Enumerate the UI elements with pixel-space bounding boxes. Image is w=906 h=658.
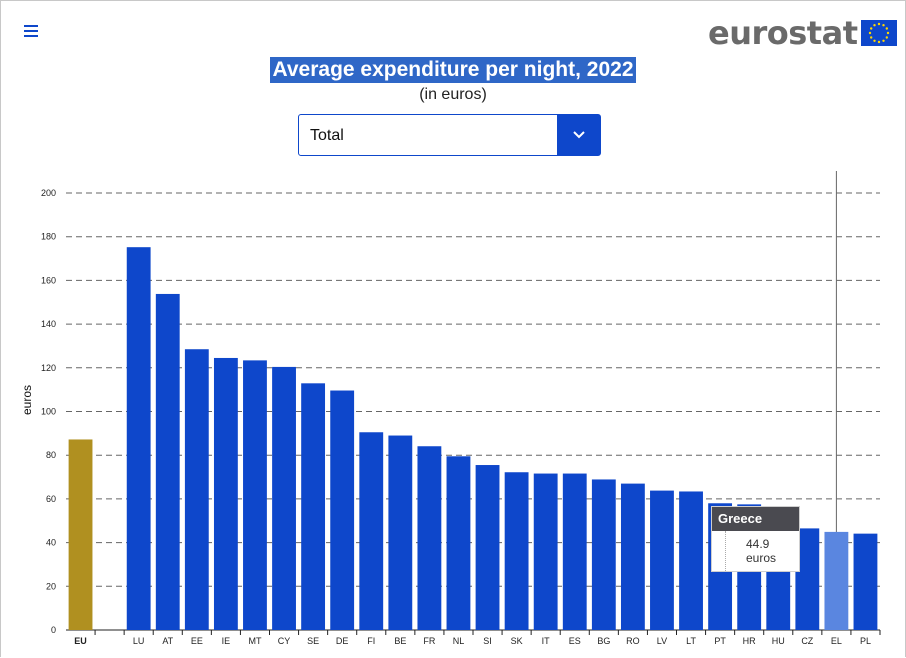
x-tick-label: SI [483,636,492,646]
x-tick-label: CY [278,636,291,646]
x-tick-label: LV [657,636,667,646]
bar-lt[interactable] [679,491,703,630]
bar-ee[interactable] [184,349,209,630]
x-tick-label: BE [394,636,406,646]
y-tick-label: 80 [46,450,56,460]
x-tick-label: EU [74,636,87,646]
bar-be[interactable] [388,435,413,630]
y-tick-label: 200 [41,188,56,198]
y-tick-label: 100 [41,407,56,417]
bar-se[interactable] [301,383,326,630]
y-tick-label: 60 [46,494,56,504]
hamburger-menu-icon[interactable] [24,25,38,39]
bar-mt[interactable] [243,360,267,630]
y-tick-label: 20 [46,581,56,591]
x-tick-label: AT [162,636,173,646]
bar-at[interactable] [155,293,180,630]
bar-pl[interactable] [853,533,878,630]
y-tick-label: 120 [41,363,56,373]
x-tick-label: DE [336,636,349,646]
x-tick-label: IE [222,636,231,646]
y-tick-label: 140 [41,319,56,329]
bar-el[interactable] [824,531,849,630]
eu-flag-icon [861,20,898,46]
bar-it[interactable] [533,473,558,630]
logo-text: eurostat [708,14,858,52]
bar-cz[interactable] [795,528,820,630]
x-tick-label: SK [511,636,523,646]
bar-fr[interactable] [417,446,442,630]
bar-ro[interactable] [620,483,645,630]
y-tick-label: 40 [46,538,56,548]
bar-cy[interactable] [272,366,296,630]
chart-subtitle: (in euros) [419,86,487,103]
chevron-down-icon[interactable] [557,115,600,155]
x-tick-label: NL [453,636,465,646]
bar-lv[interactable] [650,490,674,630]
bar-bg[interactable] [591,479,616,630]
category-dropdown[interactable]: Total [298,114,601,156]
tooltip: Greece 44.9 euros [711,506,800,572]
bar-nl[interactable] [446,456,471,630]
bar-lu[interactable] [126,247,151,631]
chart-title-wrap: Average expenditure per night, 2022 [0,57,906,83]
bar-ie[interactable] [213,357,238,630]
x-tick-label: BG [597,636,610,646]
bar-fi[interactable] [359,432,384,630]
x-tick-label: CZ [801,636,813,646]
x-tick-label: LU [133,636,145,646]
y-axis-label: euros [20,385,34,415]
bar-eu[interactable] [68,439,93,630]
x-tick-label: RO [626,636,640,646]
eurostat-logo: eurostat [708,14,898,52]
y-tick-label: 160 [41,275,56,285]
bar-si[interactable] [475,465,500,630]
x-tick-label: SE [307,636,319,646]
x-tick-label: ES [569,636,581,646]
x-tick-label: PT [714,636,726,646]
bar-es[interactable] [562,473,587,630]
bar-sk[interactable] [504,472,529,630]
y-tick-label: 180 [41,232,56,242]
dropdown-value: Total [310,127,344,144]
x-tick-label: EL [831,636,842,646]
x-tick-label: IT [542,636,551,646]
x-tick-label: FR [423,636,435,646]
x-tick-label: LT [686,636,696,646]
x-tick-label: FI [367,636,375,646]
chart-title: Average expenditure per night, 2022 [270,57,636,83]
tooltip-title: Greece [712,507,799,531]
y-tick-label: 0 [51,625,56,635]
bar-de[interactable] [330,390,355,630]
x-tick-label: HU [772,636,785,646]
tooltip-value: 44.9 euros [725,531,799,571]
x-tick-label: HR [743,636,756,646]
x-tick-label: EE [191,636,203,646]
x-tick-label: PL [860,636,871,646]
x-tick-label: MT [248,636,261,646]
